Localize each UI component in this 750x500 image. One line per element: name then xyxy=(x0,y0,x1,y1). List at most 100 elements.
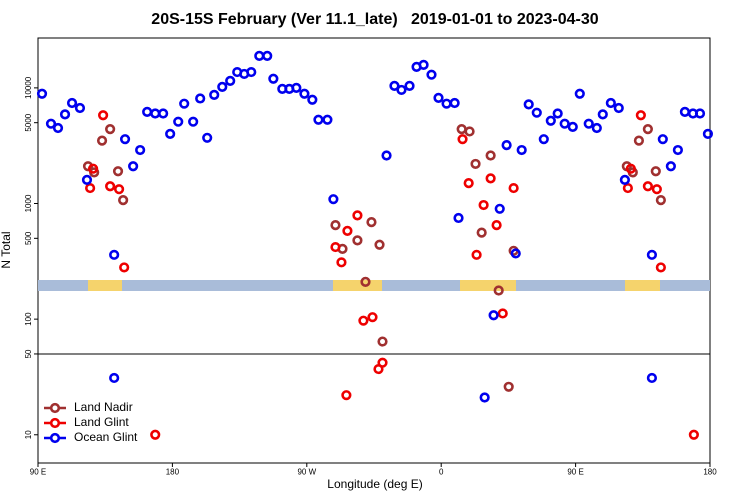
point xyxy=(96,135,108,146)
point xyxy=(574,88,585,99)
point xyxy=(597,109,608,120)
point xyxy=(494,203,505,214)
point xyxy=(688,429,699,440)
legend-label: Ocean Glint xyxy=(74,430,138,444)
point xyxy=(128,161,139,172)
legend-label: Land Glint xyxy=(74,415,129,429)
point xyxy=(52,122,64,134)
point xyxy=(373,363,384,375)
legend-label: Land Nadir xyxy=(74,400,133,414)
point xyxy=(367,312,378,323)
point xyxy=(246,66,257,78)
point xyxy=(396,84,407,96)
x-tick-label: 90 E xyxy=(567,468,583,477)
point xyxy=(36,88,48,99)
land-band xyxy=(333,280,382,291)
point xyxy=(605,97,616,109)
point xyxy=(59,109,71,120)
point xyxy=(552,108,563,119)
point xyxy=(464,126,475,137)
point xyxy=(531,107,542,118)
y-tick-label: 100 xyxy=(24,312,33,326)
point xyxy=(702,128,714,139)
point xyxy=(135,144,146,156)
legend-marker xyxy=(49,417,61,429)
point xyxy=(352,235,363,246)
x-tick-label: 180 xyxy=(703,468,717,477)
point xyxy=(322,114,333,125)
x-tick-label: 180 xyxy=(166,468,180,477)
point xyxy=(508,182,519,194)
point xyxy=(313,114,324,125)
point xyxy=(366,217,377,228)
point xyxy=(98,110,109,121)
point xyxy=(694,108,706,119)
point xyxy=(262,50,273,62)
point xyxy=(381,150,392,161)
y-tick-label: 50 xyxy=(24,349,33,358)
point xyxy=(88,163,99,174)
x-tick-label: 90 E xyxy=(30,468,46,477)
y-tick-label: 10 xyxy=(24,430,33,439)
point xyxy=(119,262,130,273)
x-tick-label: 0 xyxy=(439,468,444,477)
x-tick-label: 90 W xyxy=(297,468,316,477)
point xyxy=(503,381,514,392)
y-tick-label: 5000 xyxy=(24,113,33,131)
land-band xyxy=(88,280,122,291)
point xyxy=(633,135,645,146)
point xyxy=(341,390,352,401)
point xyxy=(105,181,116,192)
x-axis-label: Longitude (deg E) xyxy=(327,477,422,491)
point xyxy=(476,227,487,238)
point xyxy=(158,108,169,119)
point xyxy=(619,174,630,186)
point xyxy=(471,249,482,260)
point xyxy=(613,102,624,114)
land-band xyxy=(625,280,660,291)
point xyxy=(523,99,534,110)
surface-band xyxy=(38,280,710,291)
point xyxy=(119,134,131,145)
point xyxy=(113,184,125,195)
point xyxy=(646,372,658,384)
y-tick-label: 500 xyxy=(24,231,33,245)
point xyxy=(657,134,668,145)
point xyxy=(672,144,683,156)
point xyxy=(66,97,78,109)
point xyxy=(642,124,653,135)
point xyxy=(374,239,385,250)
point xyxy=(559,118,570,129)
point xyxy=(299,88,310,99)
series xyxy=(85,110,699,440)
point xyxy=(453,212,464,224)
point xyxy=(173,116,184,127)
point xyxy=(479,392,490,403)
point xyxy=(336,257,347,268)
point xyxy=(510,248,521,259)
point xyxy=(665,161,676,172)
point xyxy=(85,182,96,194)
point xyxy=(449,97,460,109)
point xyxy=(307,94,318,105)
point xyxy=(360,276,371,287)
point xyxy=(591,122,602,134)
point xyxy=(195,93,206,104)
point xyxy=(389,80,400,92)
point xyxy=(622,182,633,194)
point xyxy=(342,225,353,236)
point xyxy=(217,81,228,92)
point xyxy=(268,73,279,84)
y-axis-label: N Total xyxy=(0,231,13,268)
point xyxy=(470,158,481,170)
point xyxy=(109,249,120,260)
point xyxy=(150,429,161,440)
y-tick-label: 1000 xyxy=(24,194,33,212)
point xyxy=(109,372,120,384)
point xyxy=(165,128,176,139)
point xyxy=(642,181,653,192)
point xyxy=(377,336,388,347)
point xyxy=(488,310,499,321)
series xyxy=(36,50,714,403)
